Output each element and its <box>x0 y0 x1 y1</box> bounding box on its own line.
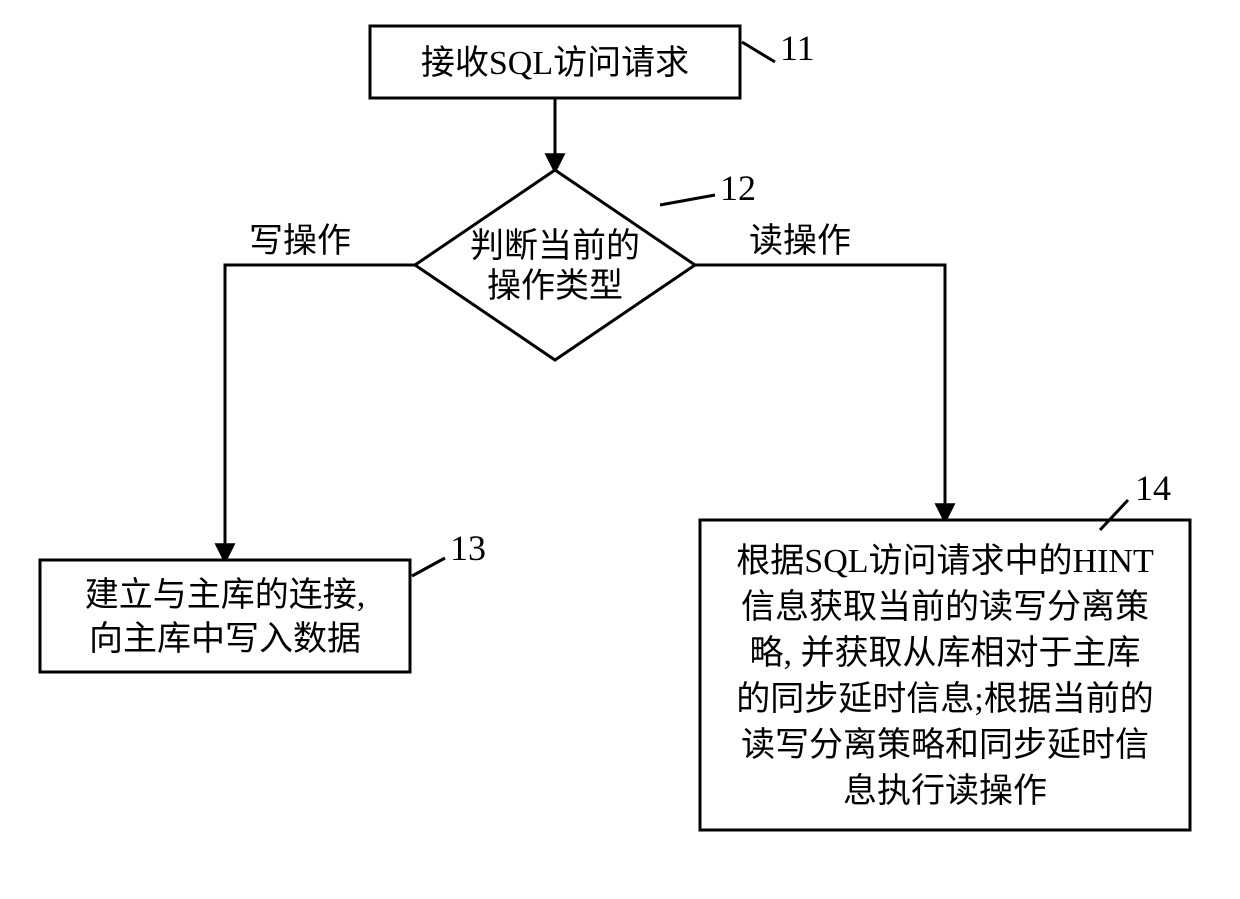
edge-e12_14 <box>695 265 945 520</box>
node-number-n13: 13 <box>450 528 486 568</box>
node-text-n13-1: 向主库中写入数据 <box>89 620 361 658</box>
node-text-n14-5: 息执行读操作 <box>843 772 1047 810</box>
edge-e12_13 <box>225 265 415 560</box>
node-n11: 接收SQL访问请求 <box>370 26 740 98</box>
flowchart-canvas: 接收SQL访问请求判断当前的操作类型建立与主库的连接,向主库中写入数据根据SQL… <box>0 0 1240 899</box>
node-text-n13-0: 建立与主库的连接, <box>85 576 366 614</box>
node-number-n12: 12 <box>720 168 756 208</box>
nodes-layer: 接收SQL访问请求判断当前的操作类型建立与主库的连接,向主库中写入数据根据SQL… <box>40 26 1190 830</box>
node-text-n14-1: 信息获取当前的读写分离策 <box>741 588 1149 626</box>
node-text-n14-0: 根据SQL访问请求中的HINT <box>736 542 1154 580</box>
labels-layer: 写操作 读操作 11 12 13 14 <box>249 28 1171 576</box>
node-text-n14-3: 的同步延时信息;根据当前的 <box>736 680 1153 718</box>
node-number-n11: 11 <box>780 28 815 68</box>
node-text-n12-0: 判断当前的 <box>470 227 640 265</box>
node-text-n12-1: 操作类型 <box>487 267 623 305</box>
node-text-n14-2: 略, 并获取从库相对于主库 <box>750 634 1141 672</box>
edge-label-e12_13: 写操作 <box>249 222 351 260</box>
num-leader-n11 <box>742 42 775 62</box>
node-n14: 根据SQL访问请求中的HINT 信息获取当前的读写分离策略, 并获取从库相对于主库… <box>700 520 1190 830</box>
node-text-n14-4: 读写分离策略和同步延时信 <box>741 726 1149 764</box>
node-n12: 判断当前的操作类型 <box>415 170 695 360</box>
num-leader-n12 <box>660 195 715 205</box>
node-text-n11-0: 接收SQL访问请求 <box>421 44 689 82</box>
node-n13: 建立与主库的连接, 向主库中写入数据 <box>40 560 410 672</box>
edge-label-e12_14: 读操作 <box>749 222 851 260</box>
num-leader-n13 <box>412 558 445 576</box>
node-number-n14: 14 <box>1135 468 1171 508</box>
